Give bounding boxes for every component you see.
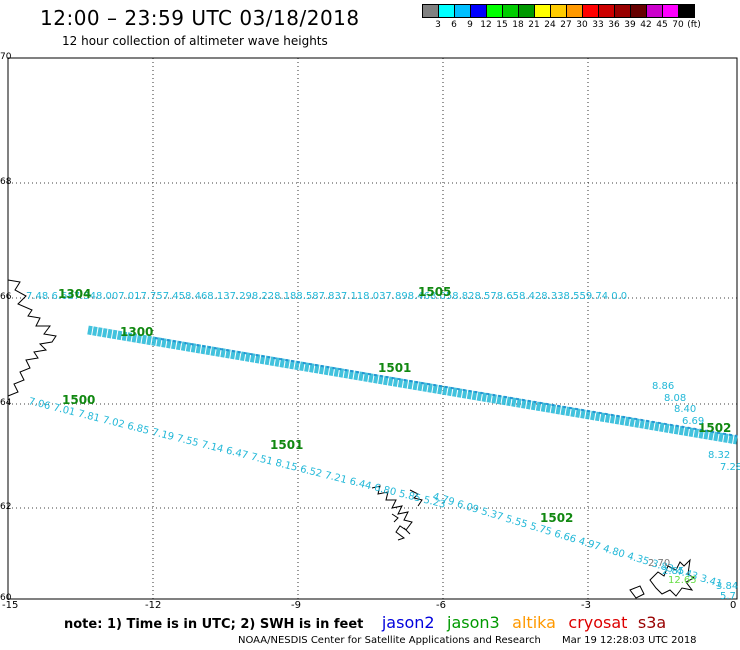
scale-swatch <box>678 4 695 18</box>
x-tick-neg9: -9 <box>291 600 301 611</box>
y-tick-66: 66 <box>0 292 12 302</box>
iceland-coastline <box>7 279 57 397</box>
grid-lines <box>8 58 737 599</box>
track3-time-1500: 1500 <box>62 393 95 407</box>
east-value-3: 8.40 <box>674 404 696 415</box>
y-tick-60: 60 <box>0 593 12 603</box>
legend-jason3: jason3 <box>447 613 500 632</box>
track1-time-1304: 1304 <box>58 287 91 301</box>
misc-value-2: 2.85 <box>662 566 684 577</box>
scale-label: 33 <box>592 20 604 30</box>
east-value-5: 8.32 <box>708 450 730 461</box>
faroe-islands <box>371 485 423 541</box>
y-tick-64: 64 <box>0 398 12 408</box>
color-scale-swatches <box>422 4 702 18</box>
scale-label: 45 <box>656 20 668 30</box>
track2-time-1300: 1300 <box>120 325 153 339</box>
legend-jason2: jason2 <box>381 613 435 632</box>
track3-values-a: 7.06 7.01 7.81 7.02 6.85 7.19 7.55 7.14 … <box>27 396 446 511</box>
misc-value-3: 12.65 <box>668 575 697 586</box>
east-value-4: 6.69 <box>682 416 704 427</box>
legend-note: note: 1) Time is in UTC; 2) SWH is in fe… <box>64 617 364 632</box>
scale-label: 12 <box>480 20 492 30</box>
x-tick-neg15: -15 <box>2 600 19 611</box>
track2-time-1501: 1501 <box>378 361 411 375</box>
x-tick-0: 0 <box>730 600 737 611</box>
scale-label: 6 <box>451 20 457 30</box>
color-scale-labels: 3 6 9 12 15 18 21 24 27 30 33 36 39 42 45 70 (ft) <box>422 20 702 30</box>
scale-label: 24 <box>544 20 556 30</box>
y-tick-70: 70 <box>0 52 12 62</box>
misc-value-1: 2.70 <box>648 558 670 569</box>
footer: NOAA/NESDIS Center for Satellite Applica… <box>238 635 697 646</box>
scale-label: 9 <box>467 20 473 30</box>
map-title: 12:00 – 23:59 UTC 03/18/2018 <box>40 6 360 30</box>
scale-label: 21 <box>528 20 540 30</box>
scale-label: 39 <box>624 20 636 30</box>
map-subtitle: 12 hour collection of altimeter wave hei… <box>62 34 328 48</box>
x-tick-neg6: -6 <box>436 600 446 611</box>
x-tick-neg12: -12 <box>145 600 162 611</box>
y-tick-68: 68 <box>0 177 12 187</box>
scale-label: 42 <box>640 20 652 30</box>
y-tick-62: 62 <box>0 502 12 512</box>
footer-org: NOAA/NESDIS Center for Satellite Applica… <box>238 635 541 646</box>
scale-label: 3 <box>435 20 441 30</box>
scale-label: 18 <box>512 20 524 30</box>
scale-label: 36 <box>608 20 620 30</box>
scale-label: 27 <box>560 20 572 30</box>
track3-time-1502: 1502 <box>540 511 573 525</box>
scale-unit: (ft) <box>687 20 701 30</box>
scale-label: 15 <box>496 20 508 30</box>
track1-values: 7.48 6.687.548.007.017.757.458.468.137.2… <box>26 291 627 302</box>
misc-value-4: 3.84 <box>716 581 738 592</box>
track2-time-east: 1502 <box>698 421 731 435</box>
misc-value-5: 5.7 <box>720 591 736 602</box>
track1-time-1505: 1505 <box>418 285 451 299</box>
track3-time-1501: 1501 <box>270 438 303 452</box>
east-value-2: 8.08 <box>664 393 686 404</box>
map-frame <box>7 57 738 600</box>
track2-band <box>87 325 738 445</box>
east-value-6: 7.28 <box>720 462 740 473</box>
scale-label: 30 <box>576 20 588 30</box>
legend-s3a: s3a <box>637 613 667 632</box>
legend-altika: altika <box>512 613 556 632</box>
scale-label: 70 <box>672 20 684 30</box>
legend-cryosat: cryosat <box>568 613 628 632</box>
shetland-islands <box>629 558 695 599</box>
x-tick-neg3: -3 <box>581 600 591 611</box>
east-value-1: 8.86 <box>652 381 674 392</box>
legend: note: 1) Time is in UTC; 2) SWH is in fe… <box>64 613 666 632</box>
footer-timestamp: Mar 19 12:28:03 UTC 2018 <box>562 635 697 646</box>
color-scale: 3 6 9 12 15 18 21 24 27 30 33 36 39 42 45 70 (ft) <box>422 4 702 30</box>
